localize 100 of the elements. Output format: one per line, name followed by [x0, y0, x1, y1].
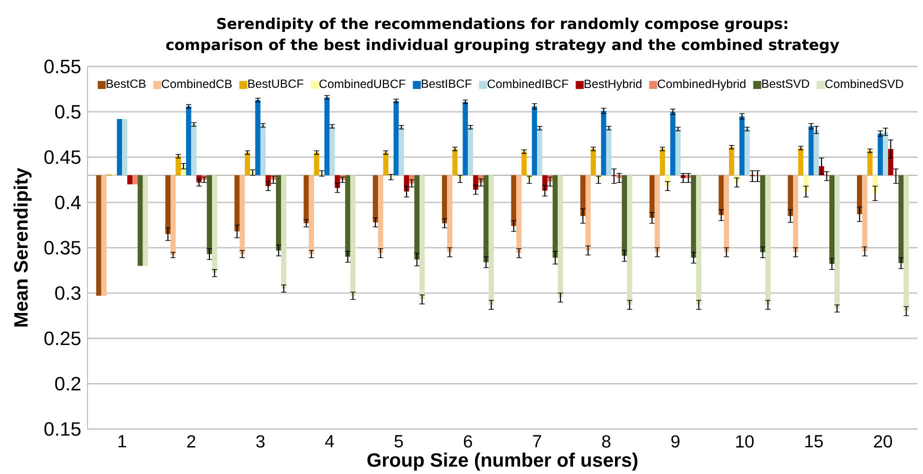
x-tick-label: 10 — [736, 435, 754, 448]
bar — [690, 175, 696, 258]
bar — [240, 175, 245, 254]
legend-label: BestUBCF — [248, 79, 304, 88]
bar — [542, 175, 548, 191]
bar — [898, 175, 904, 264]
bar — [808, 126, 814, 176]
bar — [483, 175, 489, 262]
bar — [904, 175, 909, 312]
bar — [792, 175, 798, 252]
bar — [829, 175, 834, 264]
bar — [304, 175, 309, 224]
bar — [462, 102, 468, 176]
bar — [516, 175, 522, 254]
bar — [372, 175, 378, 222]
legend-label: CombinedHybrid — [658, 79, 746, 90]
legend-label: CombinedCB — [162, 79, 232, 88]
x-tick-label: 2 — [187, 435, 196, 448]
y-tick-label: 0.5 — [55, 104, 80, 119]
bar — [212, 175, 218, 274]
bar — [622, 175, 627, 256]
x-tick-label: 5 — [394, 435, 403, 448]
bar — [468, 127, 474, 176]
bar — [765, 175, 771, 305]
bar — [867, 150, 873, 176]
legend-label: BestCB — [106, 79, 146, 88]
bar — [488, 175, 494, 305]
bar — [101, 175, 107, 296]
bar — [191, 124, 196, 176]
bar — [862, 175, 868, 252]
bar — [442, 175, 448, 224]
bar — [788, 175, 793, 216]
x-tick-label: 4 — [325, 435, 334, 448]
bar — [872, 175, 878, 194]
bar — [537, 128, 542, 176]
bar — [744, 129, 750, 176]
bar — [760, 175, 766, 252]
x-tick-label: 15 — [805, 435, 823, 448]
bar — [590, 148, 596, 176]
bar — [856, 175, 862, 214]
bar — [606, 128, 612, 176]
x-tick-label: 9 — [671, 435, 680, 448]
bar — [170, 175, 176, 255]
y-tick-label: 0.4 — [55, 196, 81, 210]
x-tick-label: 6 — [464, 435, 472, 448]
bar — [532, 106, 538, 176]
bar — [675, 129, 681, 176]
bar — [138, 175, 143, 266]
bar — [729, 147, 734, 176]
bar — [580, 175, 586, 216]
bar — [234, 175, 240, 232]
bar — [511, 175, 516, 226]
bar — [654, 175, 660, 252]
y-axis-title: Mean Serendipity — [14, 168, 32, 326]
bar — [670, 112, 676, 176]
bar — [420, 175, 425, 300]
bar — [798, 148, 804, 176]
legend-label: CombinedIBCF — [488, 79, 568, 88]
legend-label: BestSVD — [762, 79, 810, 88]
chart-subtitle: comparison of the best individual grouping strategy and the combined strategy — [166, 38, 840, 54]
y-tick-label: 0.2 — [55, 376, 80, 391]
bar — [324, 97, 330, 176]
bar — [452, 148, 458, 176]
bar — [660, 148, 666, 176]
bar — [586, 175, 591, 250]
x-tick-label: 3 — [256, 435, 265, 448]
bar — [122, 119, 128, 176]
x-tick-label: 20 — [874, 435, 892, 448]
x-tick-label: 1 — [118, 435, 126, 448]
bar — [378, 175, 384, 254]
legend-label: CombinedUBCF — [319, 79, 406, 88]
bar — [330, 126, 335, 176]
bar — [186, 106, 192, 176]
bar — [308, 175, 314, 254]
bar — [176, 156, 181, 176]
bar — [601, 110, 606, 176]
bar — [244, 152, 250, 176]
x-tick-label: 7 — [533, 435, 542, 448]
bar — [165, 175, 170, 234]
bar — [142, 175, 148, 266]
legend-label: BestHybrid — [584, 79, 642, 90]
y-tick-label: 0.25 — [44, 332, 80, 346]
bar — [345, 175, 350, 257]
bar — [383, 152, 388, 176]
bar — [394, 100, 399, 176]
bar — [552, 175, 558, 258]
bar — [116, 119, 122, 176]
bar — [314, 152, 320, 176]
bar — [127, 175, 132, 184]
bar — [96, 175, 102, 296]
bar — [724, 175, 730, 252]
y-tick-label: 0.35 — [44, 240, 80, 255]
bar — [882, 132, 888, 176]
bar — [398, 127, 404, 176]
bar — [696, 175, 702, 305]
bar — [350, 175, 356, 296]
bar — [281, 175, 286, 289]
y-tick-label: 0.55 — [44, 60, 80, 74]
bar — [803, 175, 809, 192]
bar — [255, 100, 260, 176]
